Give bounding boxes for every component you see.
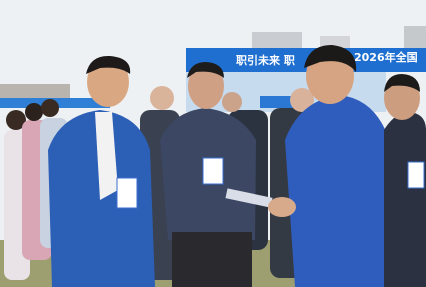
- photo: 职引未来 职 2026年全国: [0, 0, 426, 287]
- building: [0, 84, 70, 98]
- page: 职引未来 职 2026年全国: [0, 0, 426, 287]
- banner-text: 2026年全国: [354, 50, 418, 64]
- banner-text: 职引未来 职: [236, 53, 295, 67]
